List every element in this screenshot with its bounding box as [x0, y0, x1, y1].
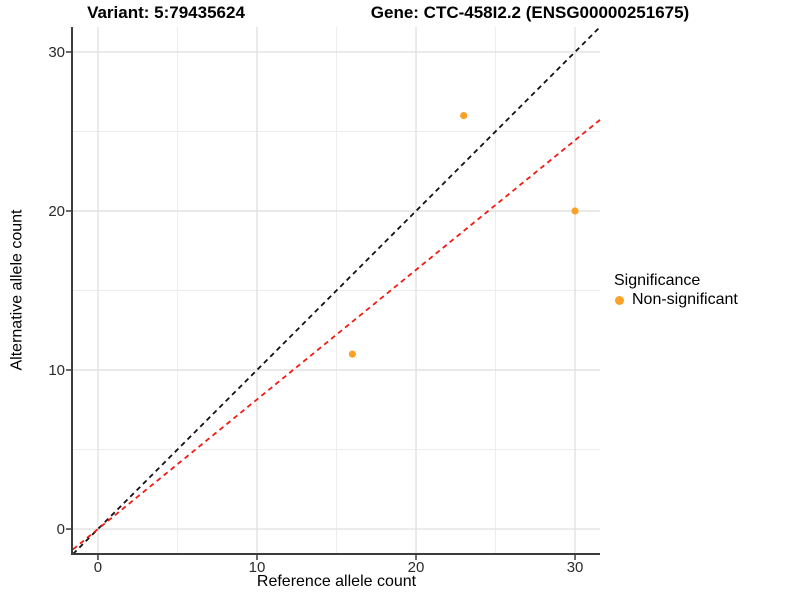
x-axis-label: Reference allele count: [256, 573, 417, 590]
x-tick-label: 30: [567, 559, 584, 576]
data-point: [460, 111, 468, 120]
legend-item-non-significant: Non-significant: [614, 291, 738, 309]
y-tick-label: 10: [48, 362, 65, 379]
legend-point-swatch-icon: [615, 295, 624, 305]
x-tick-label: 0: [94, 559, 102, 576]
plot-title-variant: Variant: 5:79435624: [87, 3, 245, 22]
x-tick-label: 20: [408, 559, 425, 576]
identity-line: [72, 26, 601, 555]
legend-title: Significance: [614, 272, 701, 289]
y-tick-label: 20: [48, 203, 65, 220]
y-tick-label: 30: [48, 44, 65, 61]
data-point: [571, 207, 579, 215]
plot-title-gene: Gene: CTC-458I2.2 (ENSG00000251675): [370, 3, 690, 22]
legend: Significance Non-significant: [614, 272, 738, 309]
x-tick-label: 10: [249, 559, 266, 576]
y-axis-label: Alternative allele count: [8, 209, 26, 371]
data-point: [348, 350, 357, 358]
y-tick-label: 0: [57, 521, 65, 538]
legend-item-label: Non-significant: [632, 291, 738, 308]
